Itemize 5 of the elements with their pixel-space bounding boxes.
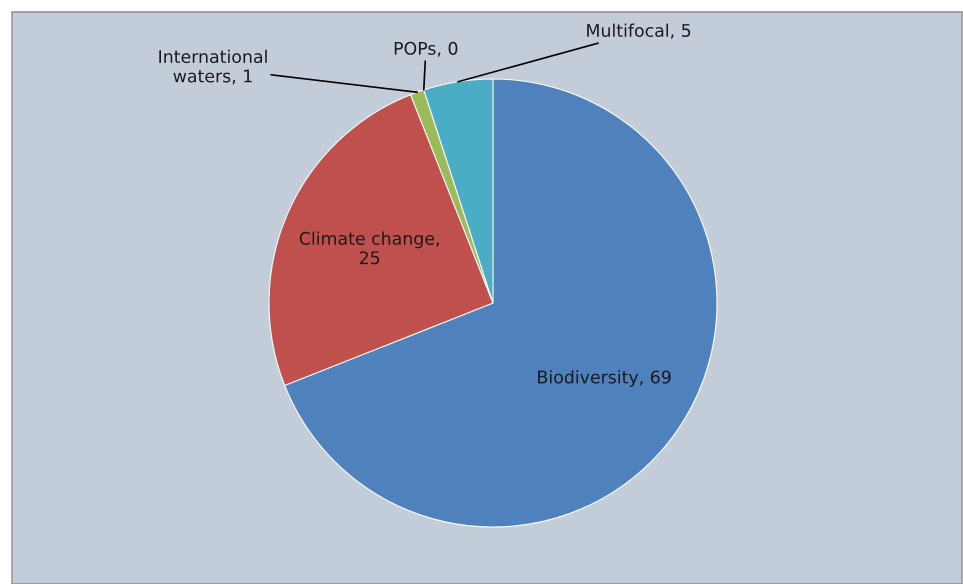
- slice-label: Multifocal, 5: [587, 24, 690, 39]
- slice-label: International waters, 1: [159, 50, 267, 84]
- category-label: POPs, 0: [394, 42, 458, 57]
- slice-label: Climate change, 25: [300, 232, 439, 264]
- slice-label: Biodiversity, 69: [538, 370, 671, 387]
